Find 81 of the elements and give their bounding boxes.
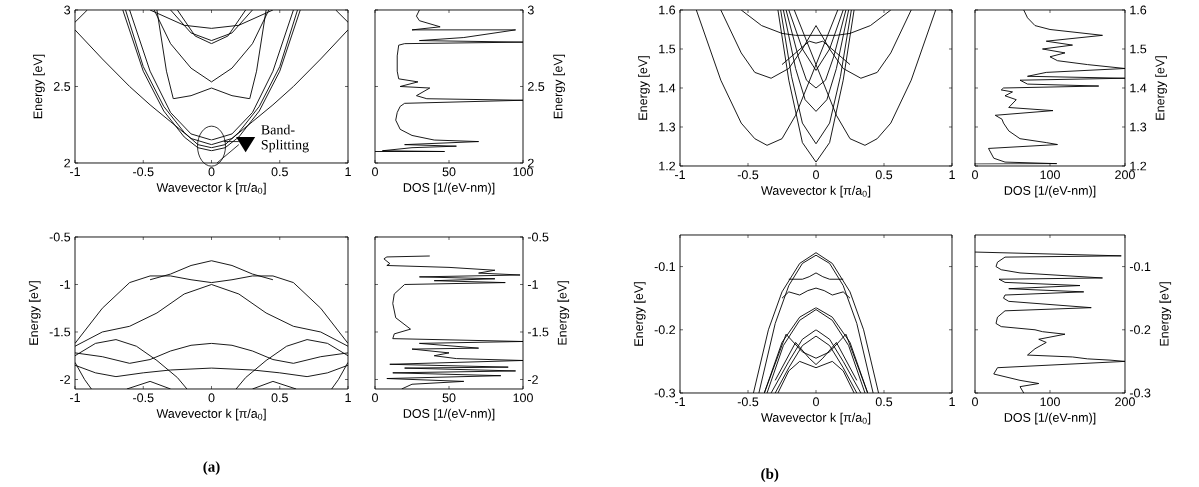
x-tick-label: 1	[949, 170, 955, 179]
x-axis-title: DOS [1/(eV-nm)]	[403, 408, 495, 421]
x-axis-title: Wavevector k [π/a$_{0}$]	[761, 185, 871, 198]
y-tick-label: -1	[60, 280, 71, 289]
x-tick-label: 0	[208, 167, 215, 177]
y-axis-title: Energy [eV]	[557, 281, 570, 345]
x-axis-title: DOS [1/(eV-nm)]	[1004, 185, 1096, 198]
y-tick-label: 1.5	[659, 44, 676, 54]
y-tick-label: -0.2	[1129, 325, 1151, 335]
y-tick-label: 1.6	[1130, 5, 1147, 15]
y-tick-label: -0.3	[654, 388, 676, 398]
y-tick-label: -0.5	[527, 232, 549, 242]
x-tick-label: 0	[813, 397, 819, 407]
text: (a)	[203, 461, 220, 475]
y-tick-label: -2	[60, 375, 71, 384]
x-tick-label: 0	[208, 393, 215, 403]
y-tick-label: -0.1	[654, 262, 676, 272]
x-tick-label: 100	[1040, 170, 1060, 180]
y-tick-label: -2	[527, 375, 538, 384]
x-tick-label: 1	[345, 167, 351, 176]
x-tick-label: 0.5	[271, 167, 288, 177]
x-tick-label: 1	[949, 397, 955, 406]
x-tick-label: -1	[675, 397, 685, 406]
x-tick-label: 0	[372, 167, 378, 177]
y-tick-label: 1.2	[659, 161, 676, 171]
y-tick-label: 3	[64, 5, 71, 15]
x-tick-label: 0	[972, 397, 978, 407]
y-tick-label: 2.5	[53, 82, 71, 91]
y-tick-label: 1.5	[1130, 44, 1147, 54]
y-tick-label: 3	[527, 5, 534, 15]
y-axis-title: Energy [eV]	[28, 281, 41, 345]
x-tick-label: -1	[70, 167, 80, 176]
x-tick-label: 100	[513, 167, 533, 177]
x-tick-label: -0.5	[737, 397, 759, 407]
annotation: Band-Splitting	[261, 124, 309, 153]
y-tick-label: 1.4	[659, 83, 676, 93]
x-tick-label: 0	[372, 393, 378, 403]
x-tick-label: 0	[813, 170, 819, 180]
x-tick-label: 50	[442, 393, 456, 403]
x-tick-label: 200	[1115, 170, 1135, 180]
x-axis-title: Wavevector k [π/a$_{0}$]	[761, 412, 871, 425]
x-tick-label: 0.5	[271, 393, 288, 403]
y-tick-label: 2	[528, 158, 534, 168]
y-axis-title: Energy [eV]	[1159, 282, 1172, 346]
x-tick-label: 50	[442, 167, 456, 177]
x-tick-label: -0.5	[133, 393, 154, 403]
x-tick-label: 1	[345, 393, 351, 402]
y-tick-label: -1.5	[527, 327, 549, 337]
y-tick-label: -0.3	[1129, 388, 1151, 398]
x-axis-title: Wavevector k [π/a$_{0}$]	[156, 182, 266, 195]
x-tick-label: -0.5	[133, 167, 154, 177]
y-tick-label: 1.3	[659, 122, 676, 132]
x-axis-title: DOS [1/(eV-nm)]	[403, 182, 495, 195]
x-tick-label: 200	[1115, 397, 1135, 407]
y-axis-title: Energy [eV]	[33, 54, 45, 119]
text: (b)	[761, 468, 779, 482]
y-tick-label: -0.2	[654, 325, 676, 335]
x-tick-label: 100	[1040, 397, 1060, 407]
y-tick-label: 1.4	[1130, 83, 1147, 93]
x-axis-title: Wavevector k [π/a$_{0}$]	[156, 408, 266, 421]
y-tick-label: -0.1	[1129, 262, 1151, 272]
y-tick-label: 1.6	[659, 5, 676, 15]
y-axis-title: Energy [eV]	[553, 54, 565, 119]
x-tick-label: 0.5	[875, 170, 893, 180]
y-tick-label: 2	[64, 158, 71, 168]
y-tick-label: -1.5	[49, 327, 71, 337]
x-tick-label: -1	[675, 170, 685, 179]
y-tick-label: 1.3	[1130, 122, 1147, 132]
x-tick-label: -0.5	[737, 170, 759, 180]
x-tick-label: 100	[513, 393, 533, 403]
y-tick-label: -1	[527, 280, 538, 289]
x-tick-label: 0	[972, 170, 978, 180]
y-axis-title: Energy [eV]	[638, 56, 650, 120]
y-tick-label: -0.5	[49, 232, 71, 242]
y-axis-title: Energy [eV]	[1155, 56, 1167, 120]
y-tick-label: 2.5	[528, 82, 545, 91]
y-axis-title: Energy [eV]	[633, 282, 646, 346]
x-axis-title: DOS [1/(eV-nm)]	[1004, 412, 1096, 425]
x-tick-label: 0.5	[875, 397, 893, 407]
y-tick-label: 1.2	[1130, 161, 1147, 171]
x-tick-label: -1	[70, 393, 80, 402]
